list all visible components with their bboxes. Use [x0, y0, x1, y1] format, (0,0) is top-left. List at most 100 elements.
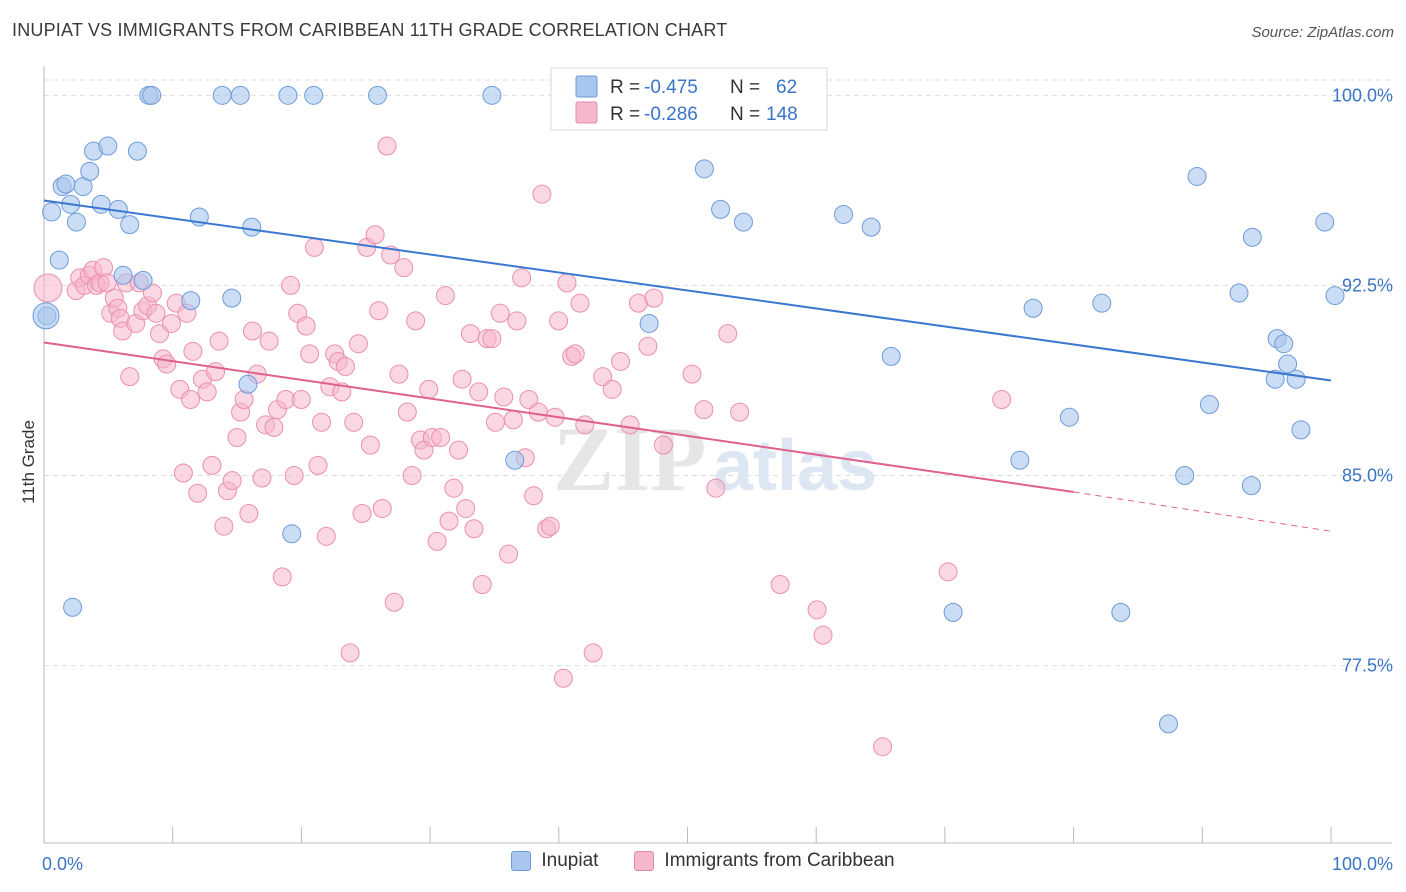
caribbean-point: [197, 382, 217, 402]
caribbean-point: [389, 364, 409, 384]
caribbean-point: [281, 275, 301, 295]
caribbean-point: [694, 400, 714, 420]
inupiat-point: [80, 161, 100, 181]
caribbean-point: [485, 412, 505, 432]
caribbean-point: [807, 600, 827, 620]
caribbean-point: [620, 415, 640, 435]
caribbean-point: [565, 344, 585, 364]
caribbean-point: [507, 311, 527, 331]
y-tick-labels: 77.5% 85.0% 92.5% 100.0%: [1332, 85, 1393, 675]
caribbean-point: [316, 526, 336, 546]
caribbean-point: [553, 668, 573, 688]
caribbean-point: [464, 519, 484, 539]
caribbean-point: [540, 516, 560, 536]
legend-swatch-inupiat: [511, 851, 532, 871]
chart-title: INUPIAT VS IMMIGRANTS FROM CARIBBEAN 11T…: [12, 20, 728, 40]
caribbean-point: [452, 369, 472, 389]
inupiat-point: [482, 85, 502, 105]
inupiat-point: [943, 602, 963, 622]
caribbean-point: [242, 321, 262, 341]
legend: R = -0.475 N = 62 R = -0.286 N = 148: [550, 67, 828, 131]
caribbean-point: [512, 268, 532, 288]
inupiat-point: [282, 524, 302, 544]
caribbean-point: [181, 389, 201, 409]
watermark-atlas: atlas: [713, 426, 877, 506]
caribbean-point: [575, 415, 595, 435]
caribbean-point: [304, 237, 324, 257]
caribbean-point: [146, 303, 166, 323]
inupiat-point: [1023, 298, 1043, 318]
inupiat-point: [1111, 602, 1131, 622]
inupiat-point: [861, 217, 881, 237]
legend-r-value: -0.286: [644, 104, 698, 125]
inupiat-point: [1187, 166, 1207, 186]
inupiat-points: [32, 85, 1345, 734]
caribbean-point: [300, 344, 320, 364]
inupiat-point: [1199, 395, 1219, 415]
inupiat-point: [733, 212, 753, 232]
legend-swatch-inupiat: [575, 75, 598, 98]
caribbean-point: [202, 455, 222, 475]
caribbean-point: [431, 427, 451, 447]
legend-r-label: R =: [610, 77, 640, 98]
caribbean-point: [419, 379, 439, 399]
inupiat-point: [368, 85, 388, 105]
caribbean-point: [33, 273, 63, 303]
caribbean-point: [873, 737, 893, 757]
inupiat-point: [242, 217, 262, 237]
caribbean-point: [611, 351, 631, 371]
caribbean-point: [482, 329, 502, 349]
caribbean-point: [938, 562, 958, 582]
inupiat-trend-line: [43, 199, 1332, 382]
inupiat-point: [32, 302, 60, 330]
legend-swatch-caribbean: [634, 851, 655, 871]
inupiat-point: [120, 215, 140, 235]
caribbean-point: [394, 258, 414, 278]
legend-r-label: R =: [610, 104, 640, 125]
caribbean-point: [377, 136, 397, 156]
caribbean-point: [494, 387, 514, 407]
inupiat-point: [91, 194, 111, 214]
inupiat-point: [1265, 369, 1285, 389]
inupiat-point: [212, 85, 232, 105]
inupiat-point: [66, 212, 86, 232]
caribbean-point: [524, 486, 544, 506]
caribbean-point: [296, 316, 316, 336]
inupiat-point: [1291, 420, 1311, 440]
inupiat-point: [49, 250, 69, 270]
caribbean-point: [770, 574, 790, 594]
caribbean-point: [157, 354, 177, 374]
inupiat-point: [63, 597, 83, 617]
caribbean-point: [813, 625, 833, 645]
caribbean-point: [593, 367, 613, 387]
x-tick-label: 100.0%: [1332, 854, 1393, 874]
legend-n-value: 62: [776, 77, 797, 98]
caribbean-point: [519, 389, 539, 409]
caribbean-point: [222, 471, 242, 491]
inupiat-point: [1175, 466, 1195, 486]
source-label: Source: ZipAtlas.com: [1251, 24, 1394, 41]
caribbean-point: [344, 412, 364, 432]
caribbean-point: [206, 362, 226, 382]
legend-swatch-caribbean: [575, 101, 598, 124]
y-axis-label: 11th Grade: [19, 420, 38, 504]
inupiat-point: [127, 141, 147, 161]
caribbean-point: [360, 435, 380, 455]
caribbean-point: [252, 468, 272, 488]
inupiat-point: [1241, 476, 1261, 496]
y-tick-label: 85.0%: [1342, 466, 1393, 486]
caribbean-point: [214, 516, 234, 536]
caribbean-point: [472, 574, 492, 594]
y-tick-label: 100.0%: [1332, 85, 1393, 105]
inupiat-point: [222, 288, 242, 308]
caribbean-point: [259, 331, 279, 351]
inupiat-point: [834, 204, 854, 224]
caribbean-point: [264, 417, 284, 437]
caribbean-point: [583, 643, 603, 663]
caribbean-point: [335, 357, 355, 377]
inupiat-point: [711, 199, 731, 219]
inupiat-point: [42, 202, 62, 222]
trend-lines: [43, 199, 1332, 532]
caribbean-point: [161, 313, 181, 333]
caribbean-trend-line: [43, 341, 1074, 493]
